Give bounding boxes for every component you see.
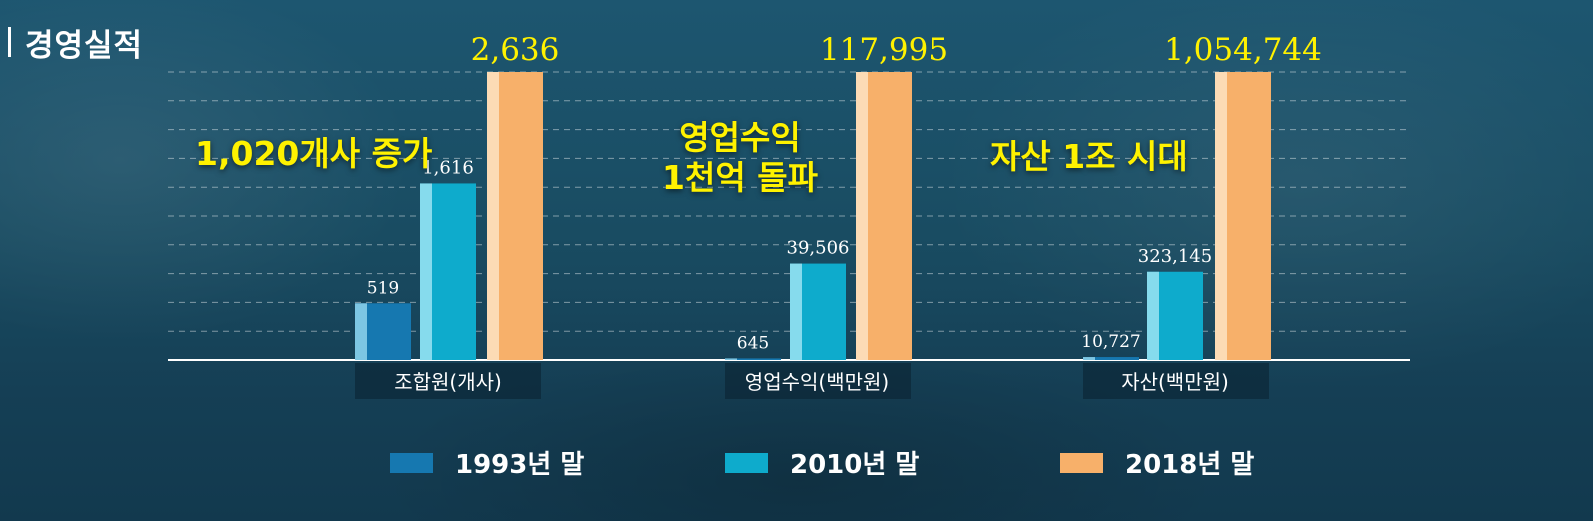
bar-0-2 — [1083, 357, 1139, 360]
legend-item-1993: 1993년 말 — [390, 444, 584, 481]
legend-swatch-2010 — [725, 452, 768, 473]
bar-highlight-1-1 — [790, 263, 802, 360]
category-label-bg-1 — [725, 363, 911, 399]
bar-label-2-1: 117,995 — [820, 32, 948, 68]
callout-members: 1,020개사 증가 — [195, 134, 433, 173]
callout-revenue: 영업수익 1천억 돌파 — [655, 118, 825, 199]
bar-label-0-2: 10,727 — [1081, 332, 1140, 352]
bar-label-1-1: 39,506 — [787, 238, 850, 259]
legend-label-2018: 2018년 말 — [1125, 450, 1255, 480]
bar-highlight-0-0 — [355, 303, 367, 360]
legend-item-2018: 2018년 말 — [1060, 444, 1254, 481]
legend-swatch-1993 — [390, 452, 433, 473]
category-label-2: 자산(백만원) — [1121, 370, 1229, 394]
bar-highlight-1-0 — [420, 183, 432, 360]
category-label-bg-2 — [1083, 363, 1269, 399]
page-title: 경영실적 — [25, 27, 144, 64]
page-header: 경영실적 — [8, 20, 143, 64]
legend: 1993년 말 2010년 말 2018년 말 — [0, 444, 1593, 480]
bar-label-1-2: 323,145 — [1138, 246, 1212, 267]
bar-highlight-1-2 — [1147, 271, 1159, 360]
bar-label-0-0: 519 — [367, 278, 399, 298]
category-label-1: 영업수익(백만원) — [745, 370, 889, 394]
legend-item-2010: 2010년 말 — [725, 444, 919, 481]
bar-label-0-1: 645 — [737, 333, 769, 353]
bar-highlight-0-2 — [1083, 357, 1095, 360]
callout-revenue-line1: 영업수익 — [679, 118, 801, 157]
bar-label-2-2: 1,054,744 — [1164, 32, 1322, 68]
legend-swatch-2018 — [1060, 452, 1103, 473]
callout-revenue-line2: 1천억 돌파 — [662, 158, 818, 198]
legend-label-1993: 1993년 말 — [455, 450, 585, 480]
bar-highlight-2-2 — [1215, 72, 1227, 360]
header-bar — [8, 27, 11, 57]
bar-highlight-2-0 — [487, 72, 499, 360]
bar-0-1 — [725, 358, 781, 360]
category-label-bg-0 — [355, 363, 541, 399]
legend-label-2010: 2010년 말 — [790, 450, 920, 480]
category-label-0: 조합원(개사) — [394, 370, 502, 394]
bar-highlight-0-1 — [725, 358, 737, 360]
bar-label-1-0: 1,616 — [422, 157, 474, 178]
callout-assets: 자산 1조 시대 — [990, 137, 1188, 176]
bar-label-2-0: 2,636 — [471, 32, 560, 68]
bar-highlight-2-1 — [856, 72, 868, 360]
